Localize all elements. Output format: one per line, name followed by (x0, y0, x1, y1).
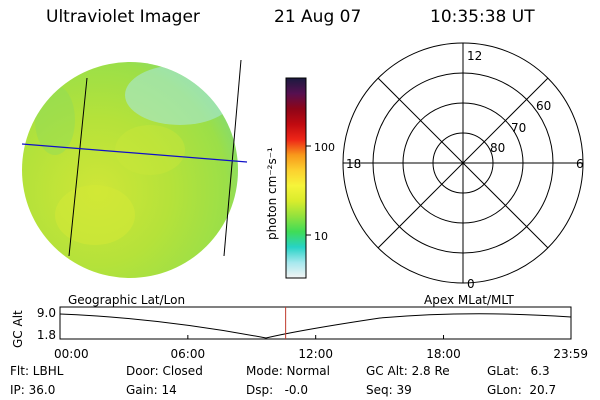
colorbar-unit-label: photon cm⁻²s⁻¹ (265, 147, 279, 240)
orbit-timeline: Geographic Lat/Lon Apex MLat/MLT GC Alt … (11, 293, 588, 361)
status-seq: Seq: 39 (366, 383, 412, 397)
altitude-curve (59, 313, 572, 339)
latitude-line (21, 143, 248, 163)
mlt-label-6: 6 (576, 157, 584, 171)
polar-diagonal-2 (377, 77, 549, 249)
y-tick-top: 9.0 (37, 306, 56, 320)
x-tick-label: 12:00 (298, 347, 333, 361)
status-dsp: Dsp: -0.0 (246, 383, 309, 397)
time-label: 10:35:38 UT (430, 7, 535, 27)
timeline-frame (59, 306, 572, 340)
x-tick-label: 18:00 (426, 347, 461, 361)
colorbar: 100 10 photon cm⁻²s⁻¹ (265, 77, 335, 279)
timeline-left-title: Geographic Lat/Lon (68, 293, 185, 307)
date-label: 21 Aug 07 (274, 7, 362, 27)
mlt-label-0: 0 (467, 277, 475, 291)
y-tick-bottom: 1.8 (37, 328, 56, 342)
mlt-label-18: 18 (346, 157, 361, 171)
status-glat: GLat: 6.3 (487, 364, 550, 378)
timeline-y-label: GC Alt (11, 310, 25, 348)
status-glon: GLon: 20.7 (487, 383, 557, 397)
polar-grid (342, 42, 584, 284)
status-flt: Flt: LBHL (10, 364, 64, 378)
longitude-line-left (68, 77, 88, 257)
status-door: Door: Closed (126, 364, 203, 378)
colorbar-tick-label-100: 100 (314, 141, 335, 154)
mlat-label-80: 80 (490, 141, 505, 155)
status-gain: Gain: 14 (126, 383, 177, 397)
mlat-label-60: 60 (536, 99, 551, 113)
longitude-line-right (223, 59, 242, 257)
x-tick-label: 06:00 (171, 347, 206, 361)
x-axis-ticks: 00:00 06:00 12:00 18:00 23:59 (54, 335, 588, 361)
colorbar-scale (285, 77, 307, 279)
status-mode: Mode: Normal (246, 364, 330, 378)
status-gcalt: GC Alt: 2.8 Re (366, 364, 450, 378)
status-ip: IP: 36.0 (10, 383, 56, 397)
mlt-label-12: 12 (467, 49, 482, 63)
timeline-right-title: Apex MLat/MLT (424, 293, 514, 307)
mlat-label-70: 70 (511, 121, 526, 135)
x-tick-label: 23:59 (553, 347, 588, 361)
colorbar-tick-label-10: 10 (314, 230, 328, 243)
x-tick-label: 00:00 (54, 347, 89, 361)
uv-image (21, 59, 248, 278)
instrument-title: Ultraviolet Imager (46, 7, 200, 27)
